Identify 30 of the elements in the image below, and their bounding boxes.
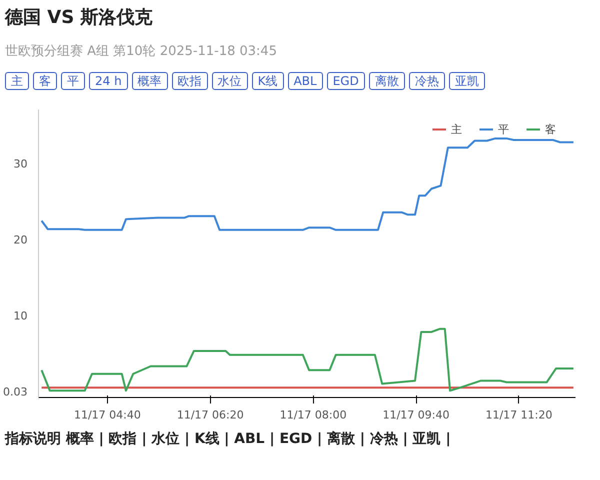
x-tick-label: 11/17 06:20 [176,408,244,422]
text: EGD [326,72,365,90]
text: 水位 [212,72,248,90]
text: 概率 [132,72,168,90]
y-tick-label: 30 [14,157,28,170]
y-tick-label: 20 [14,234,28,247]
text: 客 [33,72,57,90]
x-tick-label: 11/17 08:00 [280,408,347,422]
text: 24 h [89,72,128,90]
chart-title: 德国 VS 斯洛伐克 [5,7,152,28]
text: 离散 [368,72,405,90]
y-tick-label: 10 [14,310,28,323]
chart-subtitle: 世欧预分组赛 A组 第10轮 2025-11-18 03:45 [5,44,277,59]
text: 指标说明 概率 | 欧指 | 水位 | K线 | ABL | EGD | 离散 | 冷热 | 亚凯 | [5,431,451,447]
line-series [40,137,574,231]
x-tick-label: 11/17 04:40 [74,408,141,422]
x-tick-label: 11/17 09:40 [382,408,450,422]
y-tick-label: 0.03 [3,386,28,399]
legend-label: 主 [451,122,463,136]
text: 主 [5,72,29,90]
legend-label: 平 [498,122,510,136]
text: ABL [288,72,323,90]
x-tick-label: 11/17 11:20 [485,408,552,422]
text: 亚凯 [448,72,485,90]
text: 冷热 [408,72,445,90]
text: 欧指 [172,72,208,90]
line-series [40,328,574,392]
legend-label: 客 [545,122,557,136]
text: 平 [61,72,85,90]
text: K线 [252,72,284,90]
